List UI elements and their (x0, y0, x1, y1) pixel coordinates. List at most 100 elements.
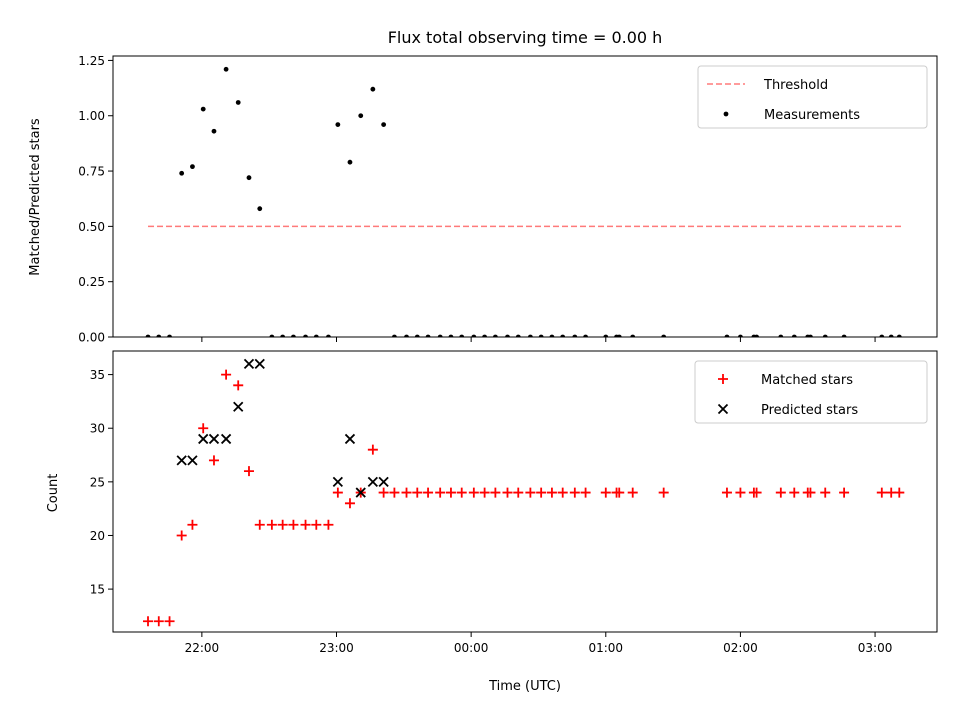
measurements-point (724, 334, 730, 337)
matched-stars-point (569, 487, 580, 498)
measurements-point (156, 334, 162, 337)
measurements-point (179, 170, 185, 176)
predicted-stars-point (355, 487, 366, 498)
measurements-point (235, 100, 241, 105)
bottom-y-tick-label: 30 (90, 422, 105, 436)
measurements-point (370, 86, 376, 92)
measurements-point (459, 334, 465, 337)
measurements-point (616, 334, 622, 337)
bottom-panel: Count 15 20 25 30 35 22:00 23:00 00:00 01:00 02:0… (46, 350, 938, 655)
measurements-point (391, 334, 397, 337)
matched-stars-point (143, 616, 154, 627)
legend-threshold-label: Threshold (763, 78, 828, 93)
measurements-point (280, 334, 286, 337)
matched-stars-point (557, 487, 568, 498)
top-y-axis-label: Matched/Predicted stars (28, 118, 43, 276)
matched-stars-point (658, 487, 669, 498)
matched-stars-point (735, 487, 746, 498)
matched-stars-point (435, 487, 446, 498)
matched-stars-point (456, 487, 467, 498)
matched-stars-point (614, 487, 625, 498)
top-legend: Threshold Measurements (697, 65, 928, 129)
predicted-stars-point (220, 433, 232, 445)
top-y-tick-label: 1.25 (78, 54, 105, 68)
predicted-stars-point (198, 433, 209, 445)
measurements-point (269, 334, 275, 337)
matched-stars-point (479, 487, 490, 498)
measurements-point (888, 334, 894, 337)
matched-stars-point (820, 487, 831, 498)
measurements-point (211, 128, 217, 134)
legend-predicted-stars-handle (717, 403, 729, 415)
top-legend-box (697, 65, 928, 129)
bottom-y-axis-label: Count (46, 474, 61, 513)
matched-stars-point (536, 487, 547, 498)
legend-matched-stars-label: Matched stars (761, 373, 853, 388)
measurements-point (492, 334, 498, 337)
measurements-point (358, 113, 364, 119)
matched-stars-point (839, 487, 850, 498)
legend-matched-stars-handle (718, 374, 728, 384)
predicted-stars-point (254, 358, 265, 370)
x-tick-label: 03:00 (858, 641, 893, 655)
measurements-point (808, 334, 813, 337)
matched-stars-point (311, 519, 322, 530)
top-axes-frame (112, 55, 938, 338)
matched-stars-point (266, 519, 277, 530)
measurements-point (630, 334, 636, 337)
top-markers (145, 66, 902, 337)
measurements-point (505, 334, 510, 337)
predicted-stars-point (367, 476, 378, 487)
measurements-point (549, 334, 555, 337)
measurements-point (471, 334, 477, 337)
measurements-point (414, 334, 420, 337)
matched-stars-point (367, 444, 378, 455)
matched-stars-point (389, 487, 400, 498)
measurements-point (223, 66, 229, 72)
matched-stars-point (344, 498, 355, 509)
matched-stars-point (233, 380, 244, 391)
measurements-point (437, 334, 443, 337)
measurements-point (335, 122, 341, 127)
measurements-point (303, 334, 308, 337)
top-y-tick-label: 1.00 (78, 109, 105, 123)
matched-stars-point (525, 487, 536, 498)
measurements-point (738, 334, 743, 337)
matched-stars-point (176, 530, 187, 541)
measurements-point (538, 334, 544, 337)
matched-stars-point (580, 487, 591, 498)
measurements-point (527, 334, 533, 337)
x-tick-label: 23:00 (319, 641, 354, 655)
measurements-point (347, 159, 353, 165)
x-tick-label: 01:00 (588, 641, 623, 655)
measurements-point (326, 334, 331, 337)
bottom-legend-box (694, 360, 928, 424)
measurements-point (778, 334, 784, 337)
matched-stars-point (164, 616, 175, 627)
matched-stars-point (332, 487, 343, 498)
legend-measurements-handle (723, 111, 729, 117)
x-axis-label: Time (UTC) (488, 679, 561, 694)
matched-stars-point (288, 519, 299, 530)
matched-stars-point (445, 487, 456, 498)
measurements-point (822, 334, 828, 337)
matched-stars-point (198, 423, 209, 434)
predicted-stars-point (344, 433, 356, 445)
predicted-stars-point (243, 358, 255, 370)
measurements-point (583, 334, 588, 337)
predicted-stars-point (208, 433, 220, 445)
measurements-point (246, 175, 252, 181)
matched-stars-point (805, 487, 816, 498)
legend-measurements-label: Measurements (764, 108, 860, 123)
matched-stars-point (513, 487, 524, 498)
bottom-axes-frame (112, 350, 938, 633)
matched-stars-point (401, 487, 412, 498)
matched-stars-point (468, 487, 479, 498)
measurements-point (200, 106, 206, 112)
bottom-legend: Matched stars Predicted stars (694, 360, 928, 424)
measurements-point (291, 334, 296, 337)
matched-stars-point (751, 487, 762, 498)
matched-stars-point (721, 487, 732, 498)
matched-stars-point (775, 487, 786, 498)
measurements-point (448, 334, 454, 337)
